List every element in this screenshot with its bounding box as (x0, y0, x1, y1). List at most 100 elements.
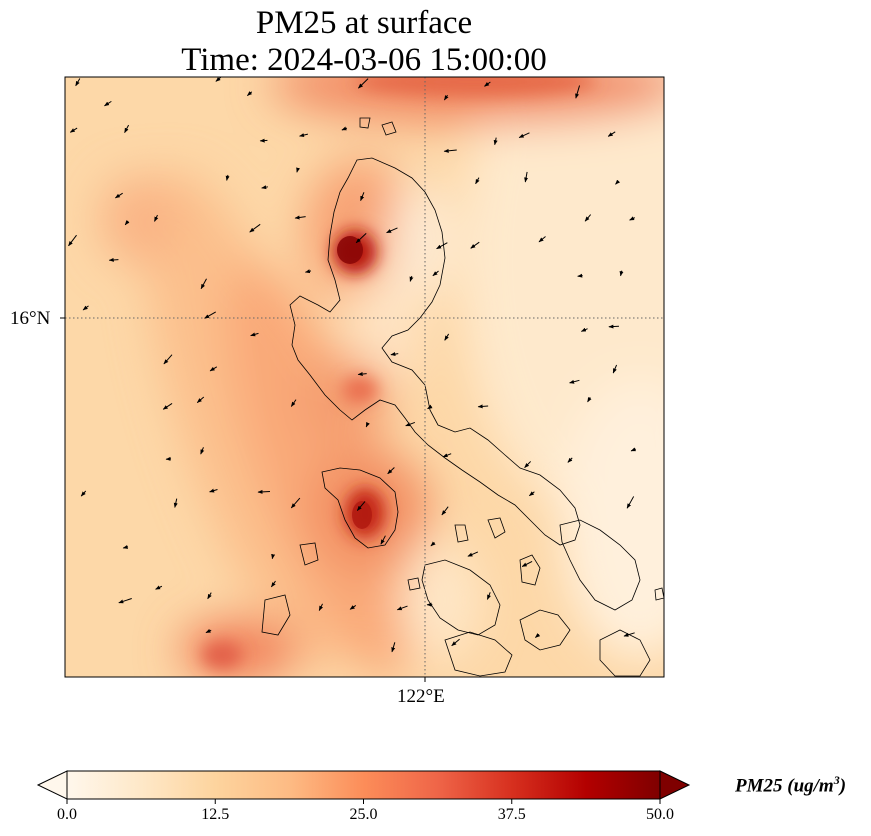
wind-arrow (626, 496, 635, 509)
wind-arrow (432, 270, 439, 277)
wind-arrow (122, 545, 129, 549)
wind-arrow (250, 332, 259, 337)
colorbar-tick-label: 25.0 (349, 806, 378, 823)
wind-arrow (538, 236, 546, 243)
wind-arrow (257, 489, 270, 494)
wind-arrow (442, 453, 452, 458)
wind-arrow (114, 192, 123, 199)
lat-tick-label: 16°N (10, 308, 51, 329)
wind-arrow (436, 242, 448, 250)
wind-arrow (441, 506, 449, 516)
wind-arrow (524, 461, 532, 468)
wind-arrow (341, 126, 348, 131)
colorbar-label: PM25 (ug/m3) (735, 773, 846, 797)
wind-arrow (154, 214, 159, 222)
colorbar-label-text: PM25 (ug/m (735, 775, 834, 797)
wind-arrow (387, 467, 395, 475)
wind-arrow (390, 352, 399, 357)
wind-arrow (124, 220, 130, 226)
wind-arrow (349, 605, 357, 610)
colorbar-max-extend (659, 770, 691, 800)
wind-arrow (623, 632, 635, 637)
wind-arrow (118, 598, 132, 604)
wind-arrow (608, 324, 619, 329)
wind-arrow (247, 91, 253, 96)
gridlines (65, 77, 664, 677)
wind-arrow (69, 127, 78, 133)
wind-arrow (163, 354, 173, 365)
wind-arrow (409, 275, 414, 282)
wind-arrow (356, 501, 366, 511)
wind-arrow (225, 174, 230, 181)
wind-arrow (162, 403, 173, 410)
wind-arrow (290, 497, 301, 509)
wind-arrow (493, 137, 498, 146)
wind-arrow (207, 592, 212, 600)
chart-time-subtitle: Time: 2024-03-06 15:00:00 (181, 42, 547, 78)
wind-arrow (204, 311, 217, 319)
wind-arrow (357, 372, 367, 377)
colorbar-tick-label: 50.0 (646, 806, 674, 823)
wind-arrow (294, 215, 306, 220)
wind-arrow (451, 638, 460, 647)
wind-arrow (196, 396, 205, 403)
wind-arrow (629, 216, 635, 221)
wind-arrow (318, 603, 323, 611)
wind-arrow (612, 364, 618, 374)
wind-arrow (518, 132, 530, 139)
wind-arrow (567, 457, 573, 463)
wind-arrow (358, 78, 369, 89)
wind-arrow (484, 81, 491, 87)
wind-arrow (299, 133, 308, 138)
wind-arrow (477, 404, 489, 409)
wind-arrow (124, 124, 130, 134)
wind-arrow (205, 628, 212, 634)
wind-arrow (104, 100, 112, 107)
wind-arrow (615, 179, 621, 185)
wind-arrow (430, 541, 436, 547)
wind-arrow (200, 447, 205, 455)
wind-arrow (355, 232, 367, 244)
lon-tick-label: 122°E (397, 686, 445, 707)
colorbar-tick-label: 0.0 (57, 806, 77, 823)
wind-arrow (535, 633, 541, 638)
wind-arrow (580, 327, 588, 332)
colorbar-label-close: ) (839, 775, 847, 797)
wind-arrow (607, 131, 616, 137)
map-frame (64, 76, 665, 678)
wind-arrow (270, 580, 276, 588)
wind-arrow (575, 85, 581, 99)
wind-arrow (386, 227, 398, 234)
wind-arrow (209, 366, 218, 372)
wind-arrow (68, 234, 77, 247)
wind-arrow (475, 177, 480, 185)
chart-title: PM25 at surface (255, 5, 473, 41)
wind-arrow (630, 447, 637, 452)
wind-arrow (427, 404, 433, 410)
wind-arrow (577, 273, 583, 278)
colorbar-tick-marks (66, 799, 661, 804)
colorbar-min-extend (36, 770, 68, 800)
coastlines (261, 117, 664, 677)
wind-arrow (304, 269, 312, 274)
wind-arrow (405, 421, 416, 427)
wind-arrow (521, 561, 533, 567)
wind-arrow (619, 270, 624, 277)
wind-arrow (82, 305, 89, 311)
wind-arrow (396, 605, 408, 611)
wind-arrow (75, 78, 81, 87)
wind-arrow (380, 535, 386, 545)
wind-arrow (290, 399, 297, 407)
wind-arrow (587, 397, 592, 403)
wind-arrow (444, 333, 450, 341)
wind-arrow (173, 498, 178, 508)
wind-arrow (209, 488, 218, 493)
wind-arrow (155, 585, 163, 590)
wind-arrow (80, 490, 87, 497)
wind-arrow (569, 379, 580, 384)
wind-arrow (443, 94, 449, 101)
wind-arrow (443, 148, 457, 153)
wind-arrow (249, 223, 261, 233)
